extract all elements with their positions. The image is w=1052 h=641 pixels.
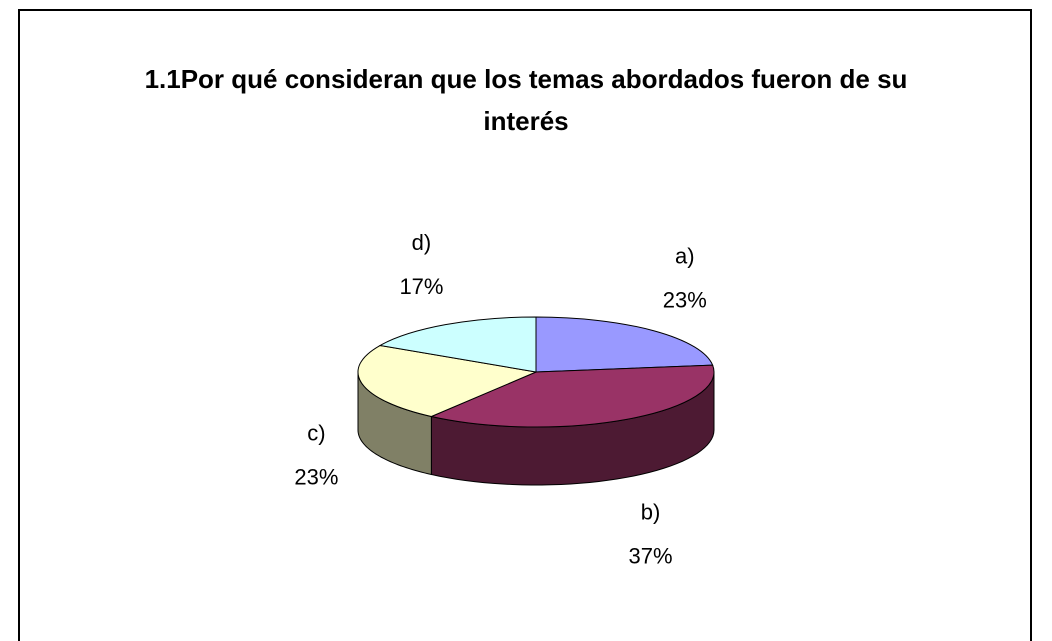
slice — [535, 316, 714, 373]
slice-category-label: c) — [307, 421, 325, 446]
slice-value-label: 17% — [399, 274, 443, 299]
slice-value-label: 23% — [663, 288, 707, 313]
slice — [429, 364, 715, 428]
slice-category-label: d) — [412, 230, 432, 255]
slice-category-label: a) — [675, 244, 695, 269]
slice — [378, 316, 537, 373]
chart-title: 1.1Por qué consideran que los temas abor… — [144, 64, 908, 136]
slice-value-label: 23% — [294, 465, 338, 490]
slice-category-label: b) — [641, 500, 661, 525]
slice — [357, 344, 538, 418]
slice-value-label: 37% — [629, 544, 673, 569]
